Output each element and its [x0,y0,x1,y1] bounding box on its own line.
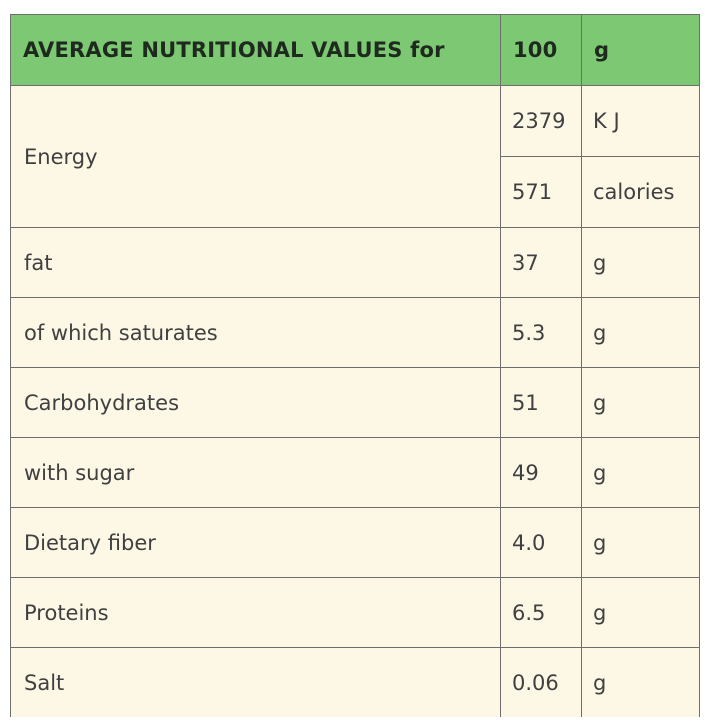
row-label: Proteins [10,577,501,648]
energy-label: Energy [10,85,501,228]
nutrition-table: AVERAGE NUTRITIONAL VALUES for 100 g Ene… [10,14,700,717]
header-title: AVERAGE NUTRITIONAL VALUES for [10,14,501,86]
table-row: Salt 0.06 g [10,647,700,717]
table-row: Carbohydrates 51 g [10,367,700,438]
header-row: AVERAGE NUTRITIONAL VALUES for 100 g [10,14,700,86]
row-value: 51 [500,367,582,438]
row-value: 4.0 [500,507,582,578]
row-value: 0.06 [500,647,582,717]
row-unit: g [581,227,700,298]
energy-row-kj: Energy 2379 K J [10,85,700,228]
row-label: Carbohydrates [10,367,501,438]
row-value: 37 [500,227,582,298]
energy-kj-unit: K J [581,85,700,157]
row-unit: g [581,437,700,508]
table-row: fat 37 g [10,227,700,298]
row-unit: g [581,297,700,368]
row-unit: g [581,577,700,648]
energy-cal-value: 571 [500,156,582,228]
table-row: of which saturates 5.3 g [10,297,700,368]
energy-row-cal: 571 calories [11,156,700,228]
row-label: of which saturates [10,297,501,368]
table-row: Dietary fiber 4.0 g [10,507,700,578]
row-value: 49 [500,437,582,508]
row-label: with sugar [10,437,501,508]
row-label: Dietary fiber [10,507,501,578]
energy-kj-value: 2379 [500,85,582,157]
row-unit: g [581,367,700,438]
table-row: Proteins 6.5 g [10,577,700,648]
header-amount: 100 [500,14,582,86]
header-unit: g [581,14,700,86]
row-label: Salt [10,647,501,717]
energy-cal-unit: calories [581,156,700,228]
row-value: 6.5 [500,577,582,648]
row-unit: g [581,647,700,717]
row-value: 5.3 [500,297,582,368]
row-label: fat [10,227,501,298]
row-unit: g [581,507,700,578]
table-row: with sugar 49 g [10,437,700,508]
